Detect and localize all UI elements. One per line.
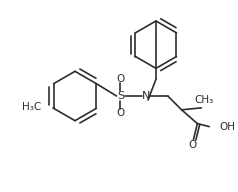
Text: CH₃: CH₃ <box>195 95 214 105</box>
Text: O: O <box>116 74 124 84</box>
Text: O: O <box>188 140 197 150</box>
Text: O: O <box>116 108 124 118</box>
Text: OH: OH <box>219 122 235 132</box>
Text: H₃C: H₃C <box>22 102 41 112</box>
Text: S: S <box>117 91 124 101</box>
Text: N: N <box>142 91 150 101</box>
